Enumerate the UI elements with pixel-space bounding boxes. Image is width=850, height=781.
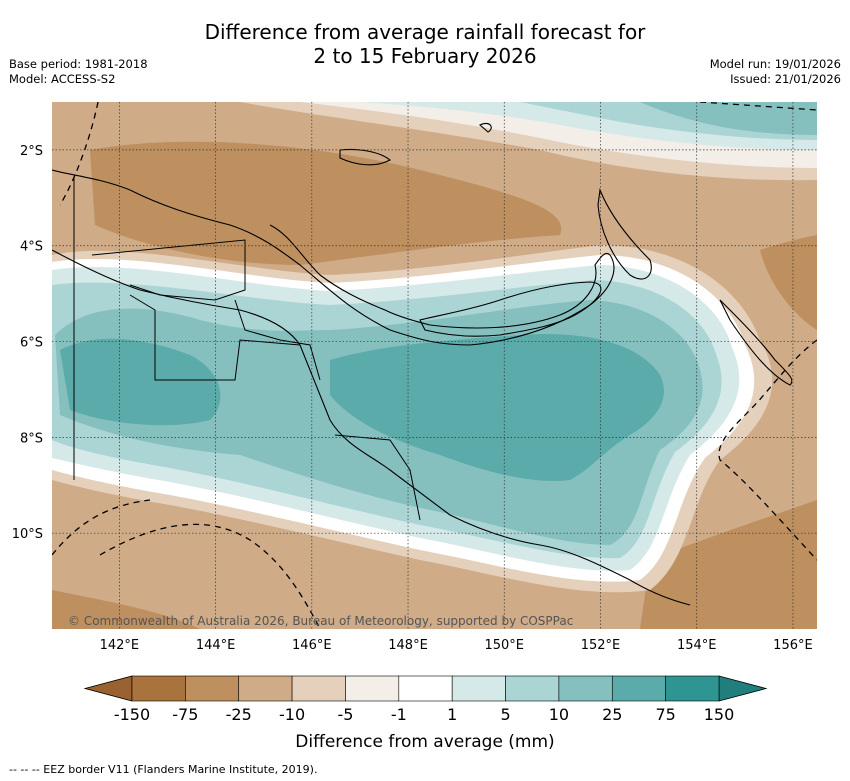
coastlines [52, 122, 793, 606]
chart-title: Difference from average rainfall forecas… [0, 20, 850, 68]
dry-region-east [760, 235, 817, 330]
colorbar-tick: -1 [391, 705, 407, 724]
colorbar-tick: 25 [602, 705, 622, 724]
colorbar-tick: -5 [337, 705, 353, 724]
title-line-1: Difference from average rainfall forecas… [204, 20, 646, 44]
lon-label: 152°E [581, 638, 621, 653]
lat-label: 6°S [20, 336, 43, 351]
latitude-labels: 2°S 4°S 6°S 8°S 10°S [12, 144, 43, 542]
colorbar-swatch [345, 675, 400, 702]
colorbar-tick: 1 [447, 705, 457, 724]
colorbar-swatch [611, 675, 666, 702]
dry-region-southeast [640, 500, 817, 629]
lat-label: 10°S [12, 527, 43, 542]
lat-label: 2°S [20, 144, 43, 159]
eez-borders [52, 102, 817, 629]
colorbar-tick: 5 [500, 705, 510, 724]
dry-band-north [90, 141, 562, 265]
lat-label: 8°S [20, 431, 43, 446]
colorbar-swatch [131, 675, 186, 702]
base-period-text: Base period: 1981-2018 [9, 57, 148, 71]
colorbar-under-arrow [83, 675, 133, 702]
province-borders [73, 177, 421, 521]
model-text: Model: ACCESS-S2 [9, 72, 116, 86]
colorbar-swatch [505, 675, 560, 702]
lon-label: 150°E [484, 638, 524, 653]
copyright-text: © Commonwealth of Australia 2026, Bureau… [68, 614, 573, 628]
lon-label: 146°E [292, 638, 332, 653]
meta-right: Model run: 19/01/2026 Issued: 21/01/2026 [710, 57, 841, 87]
colorbar-swatch [451, 675, 506, 702]
lon-label: 156°E [773, 638, 813, 653]
gridlines [52, 102, 817, 629]
band-north-wetter [640, 102, 817, 135]
lon-label: 154°E [677, 638, 717, 653]
dry-region-southwest [52, 590, 200, 629]
title-line-2: 2 to 15 February 2026 [313, 44, 537, 68]
meta-left: Base period: 1981-2018 Model: ACCESS-S2 [9, 57, 148, 87]
longitude-labels: 142°E 144°E 146°E 148°E 150°E 152°E 154°E 156°E [100, 638, 813, 653]
colorbar-tick: 150 [704, 705, 735, 724]
colorbar-tick: 10 [549, 705, 569, 724]
colorbar-swatch [398, 675, 453, 702]
colorbar-swatch [665, 675, 720, 702]
wet-region-very-heavy [330, 334, 664, 481]
eez-footnote: -- -- -- EEZ border V11 (Flanders Marine… [9, 763, 318, 776]
colorbar-tick: -75 [172, 705, 198, 724]
map-area: © Commonwealth of Australia 2026, Bureau… [52, 102, 817, 629]
colorbar-swatch [238, 675, 293, 702]
colorbar-label: Difference from average (mm) [295, 732, 554, 752]
colorbar: -150 -75 -25 -10 -5 -1 1 5 10 25 75 150 [83, 675, 768, 724]
lat-label: 4°S [20, 240, 43, 255]
model-run-text: Model run: 19/01/2026 [709, 57, 841, 71]
wet-region-west-very-heavy [60, 338, 221, 426]
lon-label: 142°E [100, 638, 140, 653]
colorbar-swatch [558, 675, 613, 702]
colorbar-over-arrow [718, 675, 768, 702]
lon-label: 144°E [196, 638, 236, 653]
colorbar-swatch [291, 675, 346, 702]
colorbar-tick: -10 [279, 705, 305, 724]
colorbar-tick: -150 [114, 705, 150, 724]
issued-text: Issued: 21/01/2026 [730, 72, 841, 86]
lon-label: 148°E [388, 638, 428, 653]
colorbar-tick: 75 [655, 705, 675, 724]
colorbar-swatch [185, 675, 240, 702]
colorbar-tick: -25 [226, 705, 252, 724]
